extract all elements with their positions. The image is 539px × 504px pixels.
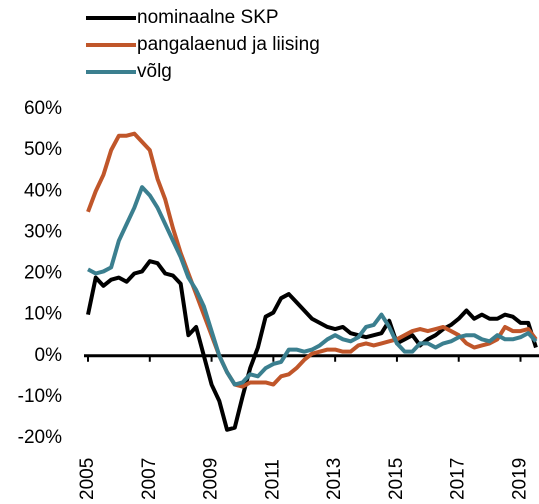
y-tick-label: -20% — [18, 427, 62, 448]
y-tick-label: 20% — [24, 263, 62, 284]
y-tick-label: -10% — [18, 386, 62, 407]
x-tick-label: 2015 — [386, 458, 407, 500]
series-line — [87, 185, 538, 387]
y-tick-label: 50% — [24, 139, 62, 160]
x-tick-label: 2005 — [77, 458, 98, 500]
x-tick-label: 2019 — [510, 458, 531, 500]
x-tick-label: 2013 — [324, 458, 345, 500]
y-tick-label: 30% — [24, 221, 62, 242]
legend-label: võlg — [137, 61, 172, 82]
legend-label: pangalaenud ja liising — [137, 34, 320, 55]
x-tick-label: 2007 — [139, 458, 160, 500]
y-tick-label: 10% — [24, 304, 62, 325]
x-tick-label: 2011 — [262, 459, 283, 500]
y-tick-label: 40% — [24, 180, 62, 201]
series-line — [86, 259, 538, 432]
y-tick-label: 0% — [35, 345, 63, 366]
x-tick-label: 2009 — [201, 458, 222, 500]
x-tick-label: 2017 — [448, 458, 469, 500]
y-tick-label: 60% — [24, 98, 62, 119]
legend-label: nominaalne SKP — [137, 7, 279, 28]
